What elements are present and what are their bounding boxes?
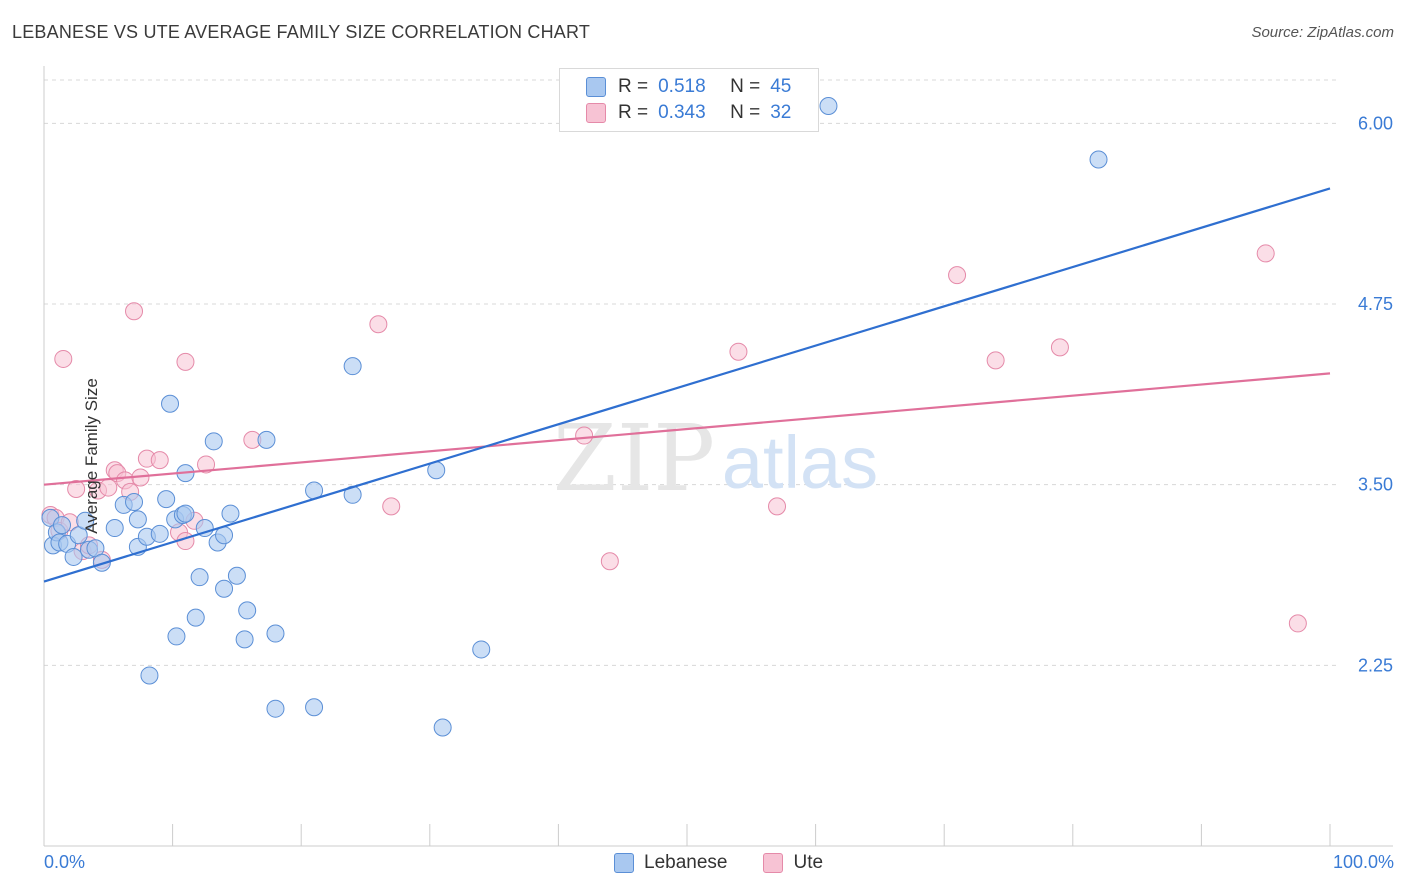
ute-point [150,451,169,470]
chart-title: LEBANESE VS UTE AVERAGE FAMILY SIZE CORR… [12,22,591,42]
lebanese-point [76,511,95,530]
lebanese-point [215,579,234,598]
lebanese-point [1089,150,1108,169]
source-label: Source: ZipAtlas.com [1251,24,1394,41]
lebanese-swatch [586,77,606,97]
ute-point [768,497,787,516]
ute-point [369,315,388,334]
ute-point [948,266,967,285]
y-tick-label: 3.50 [1358,475,1393,495]
lebanese-point [64,547,83,566]
y-tick-labels: 2.25 3.50 4.75 6.00 [1358,113,1393,675]
legend-row-ute: R = 0.343 N = 32 [560,100,791,126]
ute-point [382,497,401,516]
lebanese-legend-swatch [614,853,634,873]
lebanese-point [266,699,285,718]
lebanese-point [257,430,276,449]
n-label: N = [730,102,761,123]
ute-point [99,478,118,497]
lebanese-point [157,490,176,509]
ute-trend-line [43,372,1331,486]
x-tick-label-min: 0.0% [44,852,86,872]
lebanese-point [472,640,491,659]
lebanese-point [186,608,205,627]
ute-point [176,352,195,371]
lebanese-point [140,666,159,685]
ute-legend-swatch [763,853,784,873]
lebanese-point [266,624,285,643]
lebanese-points [41,97,1108,737]
ute-point [197,455,216,474]
ute-point [729,342,748,361]
lebanese-point [176,504,195,523]
r-value: 0.518 [658,76,706,97]
y-axis-label: Average Family Size [81,378,101,534]
lebanese-trend-line [43,187,1331,583]
lebanese-point [105,519,124,538]
lebanese-point [125,493,144,512]
ute-point [575,426,594,445]
n-label: N = [730,76,761,97]
stats-legend: R = 0.518 N = 45 R = 0.343 N = 32 [559,68,819,132]
r-value: 0.343 [658,102,706,123]
axes [43,66,1393,847]
watermark-zip: ZIP [553,405,715,512]
lebanese-point [161,394,180,413]
ute-point [1288,614,1307,633]
lebanese-point [221,504,240,523]
y-tick-label: 4.75 [1358,294,1393,314]
r-label: R = [618,102,649,123]
series-legend: Lebanese Ute [614,852,823,874]
watermark-atlas: atlas [722,421,878,504]
lebanese-point [227,566,246,585]
legend-row-lebanese: R = 0.518 N = 45 [560,74,791,100]
lebanese-point [238,601,257,620]
y-tick-label: 6.00 [1358,113,1393,133]
lebanese-point [195,519,214,538]
lebanese-point [204,432,223,451]
ute-point [54,349,73,368]
lebanese-point [150,524,169,543]
lebanese-point [128,510,147,529]
lebanese-point [343,357,362,376]
ute-point [1256,244,1275,263]
lebanese-point [235,630,254,649]
trend-lines [43,187,1331,583]
ute-point [1050,338,1069,357]
lebanese-point [819,97,838,116]
lebanese-point [190,568,209,587]
ute-point [600,552,619,571]
lebanese-point [167,627,186,646]
lebanese-point [433,718,452,737]
ute-point [125,302,144,321]
lebanese-point [305,698,324,717]
ute-point [986,351,1005,370]
n-value: 32 [770,102,792,123]
lebanese-legend-label: Lebanese [644,852,728,873]
lebanese-point [53,516,72,535]
x-tick-label-max: 100.0% [1332,852,1394,872]
ute-point [67,480,86,499]
ute-legend-label: Ute [793,852,824,873]
y-tick-label: 2.25 [1358,655,1393,675]
r-label: R = [618,76,649,97]
n-value: 45 [770,76,792,97]
ute-swatch [586,103,606,123]
